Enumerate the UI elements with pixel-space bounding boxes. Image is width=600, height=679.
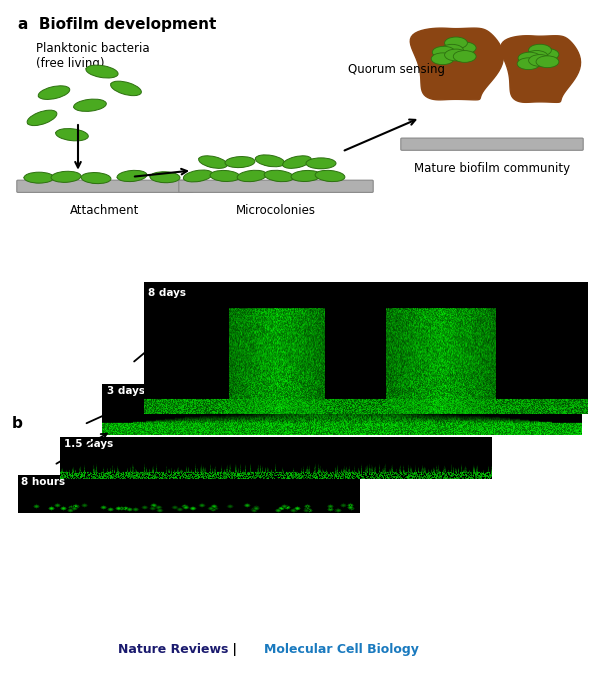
Text: Molecular Cell Biology: Molecular Cell Biology — [264, 642, 419, 656]
FancyBboxPatch shape — [401, 138, 583, 150]
Text: Quorum sensing: Quorum sensing — [348, 63, 445, 76]
Ellipse shape — [536, 56, 559, 68]
Text: Nature Reviews: Nature Reviews — [118, 642, 228, 656]
Ellipse shape — [533, 52, 556, 64]
Ellipse shape — [315, 170, 345, 181]
Ellipse shape — [306, 158, 336, 169]
Text: |: | — [228, 642, 241, 656]
Ellipse shape — [86, 65, 118, 78]
Ellipse shape — [453, 50, 476, 62]
Ellipse shape — [81, 172, 111, 183]
Ellipse shape — [291, 170, 321, 181]
Ellipse shape — [225, 157, 255, 168]
Ellipse shape — [445, 49, 467, 61]
FancyBboxPatch shape — [17, 180, 193, 192]
Ellipse shape — [210, 170, 240, 181]
Ellipse shape — [440, 44, 463, 56]
Text: 1.5 days: 1.5 days — [64, 439, 113, 449]
Ellipse shape — [529, 44, 551, 56]
Text: Attachment: Attachment — [70, 204, 140, 217]
Ellipse shape — [518, 52, 541, 64]
Ellipse shape — [74, 99, 106, 111]
Text: Planktonic bacteria
(free living): Planktonic bacteria (free living) — [36, 42, 149, 70]
Ellipse shape — [264, 170, 294, 182]
Ellipse shape — [199, 155, 227, 168]
Ellipse shape — [117, 170, 147, 181]
Text: 8 hours: 8 hours — [22, 477, 65, 487]
Ellipse shape — [445, 37, 467, 49]
Ellipse shape — [237, 170, 267, 182]
Text: Microcolonies: Microcolonies — [236, 204, 316, 217]
Ellipse shape — [38, 86, 70, 99]
Ellipse shape — [110, 81, 142, 96]
Text: a  Biofilm development: a Biofilm development — [18, 17, 217, 32]
Ellipse shape — [24, 172, 54, 183]
Ellipse shape — [517, 58, 540, 70]
Text: b: b — [12, 416, 23, 430]
Ellipse shape — [536, 48, 559, 60]
Text: Mature biofilm community: Mature biofilm community — [414, 162, 570, 175]
Ellipse shape — [450, 46, 473, 58]
Text: 8 days: 8 days — [148, 289, 187, 298]
Ellipse shape — [56, 128, 88, 141]
Ellipse shape — [453, 42, 476, 54]
Polygon shape — [410, 28, 503, 100]
Ellipse shape — [27, 110, 57, 126]
Ellipse shape — [51, 171, 81, 183]
Ellipse shape — [184, 170, 212, 182]
Ellipse shape — [283, 155, 311, 168]
Ellipse shape — [431, 53, 454, 65]
Text: 3 days: 3 days — [107, 386, 145, 396]
Ellipse shape — [256, 155, 284, 167]
Polygon shape — [501, 36, 581, 103]
Ellipse shape — [433, 46, 455, 58]
FancyBboxPatch shape — [179, 180, 373, 192]
Ellipse shape — [529, 54, 551, 67]
Ellipse shape — [150, 172, 180, 183]
Ellipse shape — [525, 50, 548, 62]
